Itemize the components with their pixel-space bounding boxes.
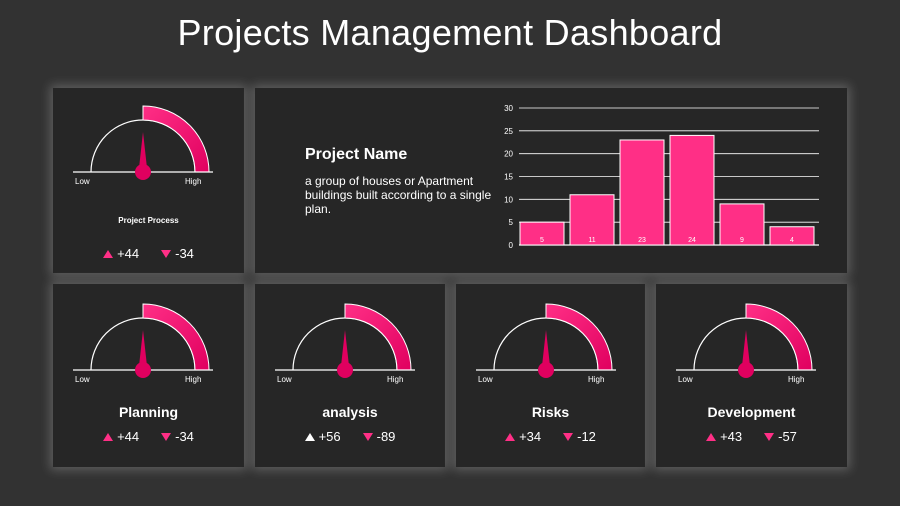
stat-up: +44 [103, 429, 139, 444]
bar [669, 134, 715, 246]
triangle-up-icon [103, 432, 114, 441]
gauge-band [142, 105, 210, 173]
gauge-stats: +44 -34 [53, 246, 244, 261]
stat-down: -57 [764, 429, 797, 444]
gauge-low-label: Low [678, 375, 693, 384]
y-tick-label: 30 [504, 104, 513, 113]
y-tick-label: 15 [504, 173, 513, 182]
gauge-needle [341, 330, 349, 366]
stat-up: +44 [103, 246, 139, 261]
gauge-high-label: High [185, 375, 201, 384]
y-tick-label: 20 [504, 150, 513, 159]
gauge-stats: +43 -57 [656, 429, 847, 444]
gauge-card-planning: Low High Planning +44 -34 [53, 284, 244, 467]
bar [519, 221, 565, 246]
triangle-up-icon [706, 432, 717, 441]
gauge-card-project-process: Low High Project Process +44 -34 [53, 88, 244, 273]
gauge-needle [542, 330, 550, 366]
gauge-card-analysis: Low High analysis +56 -89 [255, 284, 445, 467]
bar-value-label: 23 [638, 237, 646, 244]
gauge-low-label: Low [75, 375, 90, 384]
gauge-planning: Low High [73, 303, 213, 384]
gauge-needle-hub [538, 362, 554, 378]
gauge-needle [139, 330, 147, 366]
gauge-stats: +44 -34 [53, 429, 244, 444]
gauge-project-process: Low High [73, 105, 213, 186]
stat-down: -34 [161, 246, 194, 261]
bar-value-label: 11 [588, 237, 595, 244]
gauge-low-label: Low [478, 375, 493, 384]
gauge-band [344, 303, 412, 371]
gauge-label: analysis [322, 404, 378, 420]
bar [719, 203, 765, 246]
gauge-high-label: High [185, 177, 201, 186]
project-chart-card: Project Name a group of houses or Apartm… [255, 88, 847, 273]
bar-chart: 0 5 10 15 20 25 30 5 11 23 24 9 4 [504, 104, 819, 250]
gauge-high-label: High [387, 375, 403, 384]
stat-up: +34 [505, 429, 541, 444]
y-tick-label: 25 [504, 127, 513, 136]
bar-value-label: 5 [540, 237, 544, 244]
project-description: a group of houses or Apartment buildings… [305, 174, 492, 216]
triangle-down-icon [764, 432, 775, 441]
triangle-up-icon [103, 249, 114, 258]
stat-down: -34 [161, 429, 194, 444]
gauge-label: Risks [531, 404, 570, 420]
stat-down: -12 [563, 429, 596, 444]
bar [769, 226, 815, 246]
gauge-label: Planning [118, 404, 179, 420]
gauge-band [142, 303, 210, 371]
gauge-needle-hub [135, 164, 151, 180]
gauge-band [745, 303, 813, 371]
bar-value-label: 9 [740, 237, 744, 244]
gauge-card-development: Low High Development +43 -57 [656, 284, 847, 467]
gauge-high-label: High [788, 375, 804, 384]
triangle-down-icon [161, 432, 172, 441]
bar-value-label: 24 [688, 237, 696, 244]
gauge-label: Project Process [118, 216, 179, 225]
gauge-needle-hub [135, 362, 151, 378]
gauge-band [545, 303, 613, 371]
stat-down: -89 [362, 429, 395, 444]
gauge-stats: +34 -12 [456, 429, 645, 444]
bar [619, 139, 665, 246]
gauge-needle-hub [337, 362, 353, 378]
gauge-card-risks: Low High Risks +34 -12 [456, 284, 645, 467]
gauge-needle-hub [738, 362, 754, 378]
y-tick-label: 10 [504, 195, 513, 204]
gauge-needle [139, 132, 147, 168]
gauge-analysis: Low High [275, 303, 415, 384]
triangle-down-icon [563, 432, 574, 441]
triangle-down-icon [161, 249, 172, 258]
project-name: Project Name [305, 146, 408, 163]
gauge-stats: +56 -89 [255, 429, 445, 444]
stat-up: +43 [706, 429, 742, 444]
triangle-down-icon [362, 432, 373, 441]
bar [569, 194, 615, 246]
gauge-risks: Low High [476, 303, 616, 384]
y-tick-label: 5 [509, 218, 514, 227]
gauge-needle [742, 330, 750, 366]
triangle-up-icon [505, 432, 516, 441]
gauge-high-label: High [588, 375, 604, 384]
stat-up: +56 [304, 429, 341, 444]
dashboard-title: Projects Management Dashboard [177, 12, 723, 53]
y-tick-label: 0 [509, 241, 514, 250]
bar-value-label: 4 [790, 237, 794, 244]
gauge-low-label: Low [277, 375, 292, 384]
triangle-up-icon [304, 432, 315, 441]
gauge-low-label: Low [75, 177, 90, 186]
gauge-label: Development [707, 404, 796, 420]
gauge-development: Low High [676, 303, 816, 384]
